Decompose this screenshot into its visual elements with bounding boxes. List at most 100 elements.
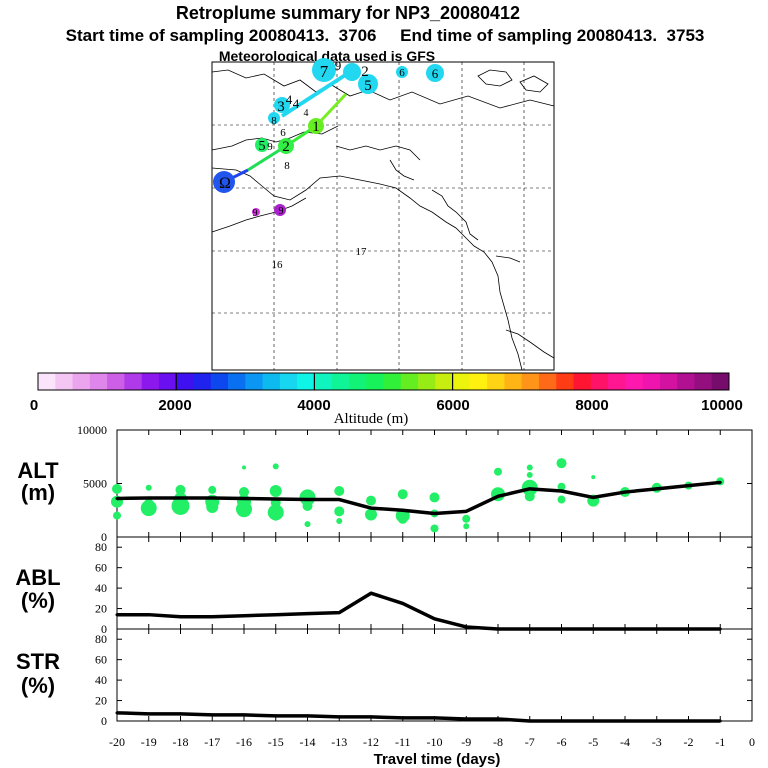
colorbar-swatch bbox=[331, 373, 350, 390]
alt-scatter-point bbox=[366, 495, 376, 506]
plume-label: 7 bbox=[320, 62, 329, 81]
alt-series-point bbox=[115, 496, 119, 500]
alt-scatter-point bbox=[145, 484, 152, 491]
alt-scatter-point bbox=[236, 501, 252, 518]
met-data-line: Meteorological data used is GFS bbox=[219, 48, 435, 64]
alt-series-point bbox=[433, 511, 436, 515]
abl-y-tick-label: 20 bbox=[95, 602, 107, 616]
abl-series-point bbox=[369, 591, 373, 595]
colorbar-swatch bbox=[418, 373, 436, 390]
str-series-point bbox=[242, 713, 246, 717]
str-series-point bbox=[337, 715, 341, 719]
colorbar-swatch bbox=[556, 373, 575, 390]
plume-marker bbox=[308, 118, 324, 134]
colorbar-swatch bbox=[107, 373, 125, 390]
x-tick-label: -20 bbox=[109, 735, 125, 749]
alt-scatter-point bbox=[140, 500, 157, 517]
alt-scatter-point bbox=[299, 489, 316, 506]
plume-marker bbox=[255, 138, 269, 152]
alt-scatter-point bbox=[112, 483, 122, 494]
plume-label: Ω bbox=[219, 175, 231, 192]
colorbar-swatch bbox=[348, 373, 367, 390]
plume-segment bbox=[280, 70, 352, 118]
colorbar-xlabel: Altitude (m) bbox=[334, 411, 409, 427]
str-series-point bbox=[115, 711, 119, 715]
colorbar-swatch bbox=[89, 373, 108, 390]
alt-series-point bbox=[210, 496, 214, 500]
figure-title: Retroplume summary for NP3_20080412 bbox=[176, 3, 520, 23]
abl-panel-ylabel-unit: (%) bbox=[21, 588, 55, 613]
colorbar-frame bbox=[37, 372, 730, 391]
str-series-point bbox=[496, 717, 500, 721]
plume-label: 8 bbox=[271, 115, 277, 127]
colorbar-tick-label: 4000 bbox=[297, 397, 330, 414]
abl-y-tick-label: 40 bbox=[95, 581, 107, 595]
colorbar-swatch bbox=[608, 373, 626, 390]
abl-y-tick-label: 60 bbox=[95, 561, 107, 575]
alt-scatter-point bbox=[556, 458, 567, 469]
colorbar-swatch bbox=[452, 373, 471, 390]
colorbar-tick-label: 8000 bbox=[575, 397, 608, 414]
alt-scatter-point bbox=[267, 504, 284, 521]
x-axis-label: Travel time (days) bbox=[374, 751, 501, 768]
abl-series-point bbox=[433, 617, 436, 621]
plume-marker bbox=[358, 74, 378, 94]
str-series-point bbox=[147, 712, 151, 716]
plume-marker bbox=[278, 138, 294, 154]
colorbar-swatch bbox=[642, 373, 661, 390]
abl-y-tick-label: 80 bbox=[95, 540, 107, 554]
alt-scatter-point bbox=[462, 514, 471, 523]
plume-label: 9 bbox=[335, 58, 342, 73]
colorbar-swatch bbox=[262, 373, 281, 390]
x-tick-label: -6 bbox=[557, 735, 567, 749]
abl-series-point bbox=[115, 613, 119, 617]
colorbar-swatch bbox=[38, 373, 56, 390]
plume-label: 6 bbox=[432, 66, 439, 81]
alt-series-point bbox=[528, 487, 532, 491]
alt-series-point bbox=[401, 508, 405, 512]
alt-scatter-point bbox=[206, 501, 219, 514]
colorbar-swatch bbox=[521, 373, 540, 390]
plume-marker bbox=[343, 63, 361, 81]
colorbar-swatch bbox=[297, 373, 315, 390]
str-panel-ylabel: STR bbox=[16, 649, 60, 674]
colorbar-swatch bbox=[228, 373, 246, 390]
abl-series-line bbox=[117, 591, 721, 631]
x-tick-label: -9 bbox=[461, 735, 471, 749]
plume-marker bbox=[213, 171, 235, 193]
alt-scatter-point bbox=[171, 496, 190, 515]
str-series-point bbox=[655, 719, 659, 723]
colorbar-swatch bbox=[487, 373, 505, 390]
alt-scatter-point bbox=[526, 464, 533, 471]
str-series-point bbox=[369, 715, 373, 719]
x-tick-label: -2 bbox=[684, 735, 694, 749]
str-y-tick-label: 80 bbox=[95, 632, 107, 646]
plume-label: 3 bbox=[277, 99, 285, 115]
plume-marker bbox=[274, 204, 286, 216]
plume-label: 4 bbox=[286, 92, 293, 107]
sampling-time-line: Start time of sampling 20080413. 3706 En… bbox=[66, 26, 705, 45]
alt-scatter-point bbox=[557, 495, 566, 504]
alt-series-point bbox=[560, 489, 563, 493]
x-tick-label: -10 bbox=[427, 735, 443, 749]
plume-label: 9 bbox=[267, 141, 273, 153]
str-series-point bbox=[718, 719, 722, 723]
str-series-point bbox=[623, 719, 627, 723]
alt-scatter-point bbox=[397, 513, 408, 524]
alt-scatter-point bbox=[429, 492, 440, 503]
alt-scatter-point bbox=[334, 485, 345, 496]
x-tick-label: -1 bbox=[715, 735, 725, 749]
colorbar-swatch bbox=[158, 373, 177, 390]
str-series-point bbox=[433, 716, 436, 720]
alt-scatter-point bbox=[365, 508, 377, 521]
alt-series-point bbox=[274, 497, 278, 501]
colorbar-swatch bbox=[210, 373, 229, 390]
colorbar-swatch bbox=[469, 373, 488, 390]
plume-marker bbox=[268, 112, 280, 124]
alt-series-line bbox=[116, 480, 721, 516]
x-tick-label: -18 bbox=[173, 735, 189, 749]
str-panel-frame bbox=[116, 628, 753, 722]
alt-scatter-point bbox=[113, 511, 121, 520]
grid-label: 16 bbox=[272, 259, 284, 271]
